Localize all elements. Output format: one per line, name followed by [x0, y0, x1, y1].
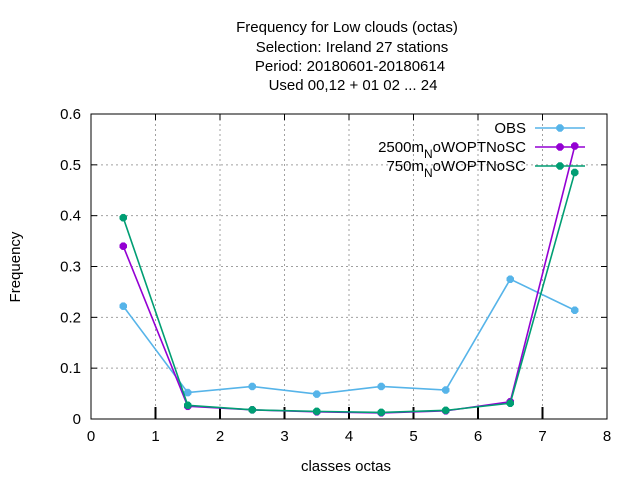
legend-750m-sub: N — [424, 166, 433, 180]
y-axis-label: Frequency — [7, 231, 24, 302]
data-point — [119, 213, 127, 222]
data-point — [377, 408, 385, 417]
legend-marker — [556, 162, 564, 170]
y-tick-label: 0 — [73, 411, 81, 428]
data-point — [184, 401, 192, 410]
plot-frame — [90, 113, 608, 420]
data-point — [506, 399, 514, 407]
legend-label-2500m: 2500mNoWOPTNoSC — [378, 139, 526, 161]
y-tick-label: 0.2 — [60, 309, 81, 326]
legend-750m-rest: oWOPTNoSC — [433, 158, 527, 175]
data-point — [184, 388, 192, 397]
x-tick-label: 2 — [216, 428, 224, 445]
y-tick-label: 0.4 — [60, 208, 81, 225]
series-line — [122, 172, 576, 414]
legend-label-obs: OBS — [494, 120, 526, 137]
data-point — [571, 306, 579, 314]
x-tick-label: 0 — [87, 428, 95, 445]
chart-title: Frequency for Low clouds (octas) Selecti… — [236, 19, 458, 94]
x-tick-label: 4 — [345, 428, 353, 445]
grid — [91, 114, 607, 419]
data-point — [377, 382, 385, 391]
legend-marker — [556, 124, 564, 132]
series-line — [122, 278, 576, 395]
legend-2500m-sub: N — [424, 147, 433, 161]
series-0 — [119, 275, 579, 398]
legend-label-750m: 750mNoWOPTNoSC — [386, 158, 526, 180]
x-axis-label: classes octas — [301, 458, 391, 475]
x-axis-ticks: 0 1 2 3 4 5 6 7 8 — [87, 114, 611, 445]
data-point — [313, 390, 321, 398]
data-point — [248, 382, 256, 391]
data-point — [119, 242, 127, 250]
data-point — [313, 407, 321, 416]
x-tick-label: 1 — [151, 428, 159, 445]
data-point — [119, 302, 127, 310]
title-line-4: Used 00,12 + 01 02 ... 24 — [269, 77, 438, 94]
x-tick-label: 3 — [280, 428, 288, 445]
y-tick-label: 0.6 — [60, 106, 81, 123]
series-group — [119, 142, 579, 417]
data-point — [571, 142, 579, 150]
y-axis-ticks: 0 0.1 0.2 0.3 0.4 0.5 0.6 — [60, 106, 607, 428]
legend-2500m-main: 2500m — [378, 139, 424, 156]
data-point — [442, 386, 450, 394]
title-line-2: Selection: Ireland 27 stations — [256, 39, 449, 56]
x-tick-label: 8 — [603, 428, 611, 445]
y-tick-label: 0.3 — [60, 259, 81, 276]
data-point — [506, 275, 514, 283]
y-tick-label: 0.1 — [60, 360, 81, 377]
legend-marker — [556, 143, 564, 151]
legend-750m-main: 750m — [386, 158, 424, 175]
data-point — [248, 406, 256, 414]
title-line-1: Frequency for Low clouds (octas) — [236, 19, 458, 36]
legend-2500m-rest: oWOPTNoSC — [433, 139, 527, 156]
legend: OBS 2500mNoWOPTNoSC 750mNoWOPTNoSC — [378, 120, 585, 180]
series-2 — [119, 168, 579, 417]
legend-marks — [535, 124, 585, 170]
x-tick-label: 5 — [409, 428, 417, 445]
x-tick-label: 7 — [538, 428, 546, 445]
data-point — [571, 168, 579, 177]
title-line-3: Period: 20180601-20180614 — [255, 58, 445, 75]
data-point — [442, 406, 450, 415]
x-tick-label: 6 — [474, 428, 482, 445]
y-tick-label: 0.5 — [60, 157, 81, 174]
